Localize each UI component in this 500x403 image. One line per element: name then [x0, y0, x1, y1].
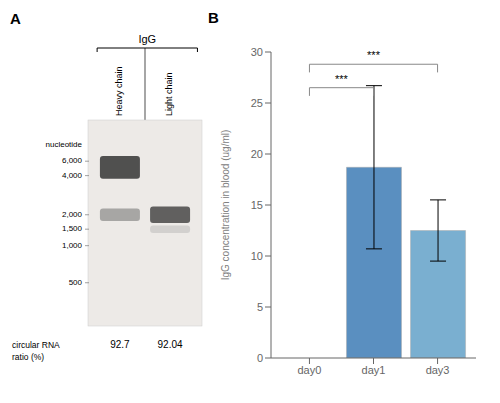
svg-text:500: 500	[69, 278, 83, 287]
svg-text:circular RNAratio (%): circular RNAratio (%)	[12, 340, 60, 362]
html-text:B: B	[208, 9, 219, 26]
svg-text:***: ***	[367, 49, 381, 61]
svg-text:10: 10	[251, 250, 263, 262]
svg-text:20: 20	[251, 148, 263, 160]
svg-text:1,500: 1,500	[62, 224, 83, 233]
svg-text:nucleotide: nucleotide	[46, 140, 83, 149]
svg-text:6,000: 6,000	[62, 156, 83, 165]
svg-text:day3: day3	[426, 364, 450, 376]
svg-text:15: 15	[251, 199, 263, 211]
svg-text:IgG concentration in blood (ug: IgG concentration in blood (ug/ml)	[220, 130, 231, 281]
svg-text:2,000: 2,000	[62, 210, 83, 219]
svg-text:25: 25	[251, 97, 263, 109]
svg-text:4,000: 4,000	[62, 171, 83, 180]
svg-text:IgG: IgG	[138, 33, 156, 45]
svg-text:day1: day1	[362, 364, 386, 376]
svg-text:A: A	[10, 10, 21, 27]
svg-text:day0: day0	[298, 364, 322, 376]
svg-text:92.04: 92.04	[158, 339, 183, 350]
svg-text:1,000: 1,000	[62, 241, 83, 250]
svg-text:***: ***	[335, 73, 349, 85]
svg-text:92.7: 92.7	[110, 339, 130, 350]
svg-text:Light chain: Light chain	[164, 72, 174, 116]
svg-text:0: 0	[257, 352, 263, 364]
svg-text:5: 5	[257, 301, 263, 313]
svg-text:30: 30	[251, 46, 263, 58]
svg-text:Heavy chain: Heavy chain	[114, 66, 124, 116]
